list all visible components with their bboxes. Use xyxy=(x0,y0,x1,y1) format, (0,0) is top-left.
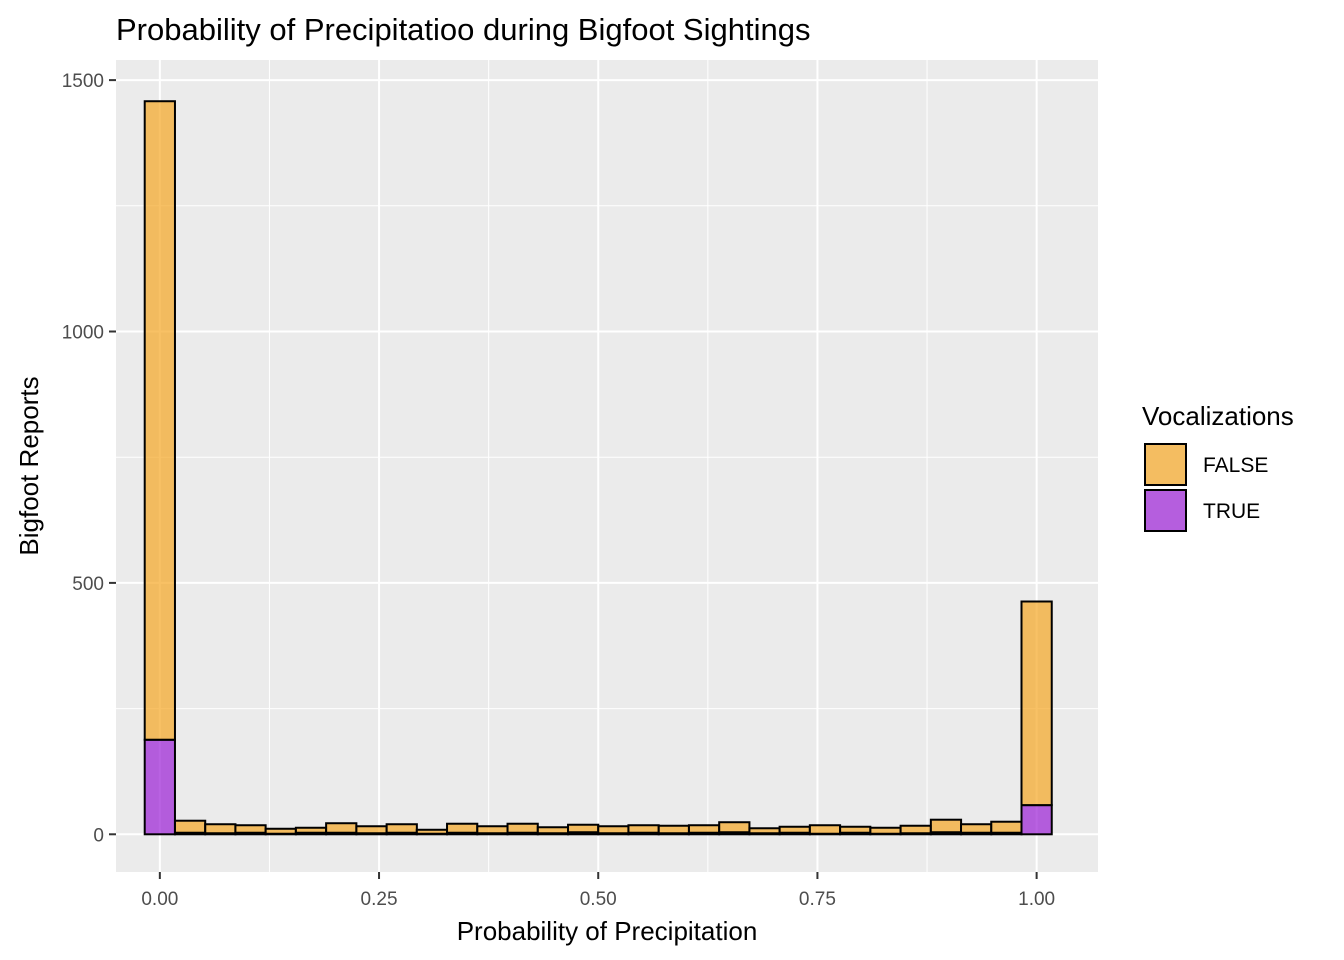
x-axis-title: Probability of Precipitation xyxy=(457,916,758,946)
y-tick-label: 1000 xyxy=(62,323,104,344)
bar-false xyxy=(899,824,932,835)
y-tick-label: 500 xyxy=(72,574,104,595)
bar-false xyxy=(446,822,479,834)
bar-false xyxy=(657,824,690,835)
bar-false xyxy=(234,824,267,834)
histogram-bars xyxy=(143,100,1053,836)
bar-false xyxy=(839,825,872,834)
minor-gridlines xyxy=(116,60,1098,872)
bar-false xyxy=(778,825,811,834)
bar-false xyxy=(718,821,751,834)
bar-true xyxy=(1020,804,1053,836)
bar-false xyxy=(627,824,660,834)
bar-false xyxy=(143,100,176,741)
bar-false xyxy=(960,823,993,834)
x-tick-label: 0.50 xyxy=(580,889,617,910)
x-tick-label: 0.25 xyxy=(361,889,398,910)
y-axis: 0 500 1000 1500 xyxy=(62,71,116,846)
bar-false xyxy=(264,827,297,835)
bar-false xyxy=(687,824,721,834)
plot-panel xyxy=(116,60,1098,872)
bar-true xyxy=(143,738,176,836)
bar-false xyxy=(990,820,1023,834)
x-tick-label: 0.75 xyxy=(799,889,836,910)
x-tick-label: 1.00 xyxy=(1018,889,1055,910)
chart-title: Probability of Precipitatioo during Bigf… xyxy=(116,12,810,47)
bar-false xyxy=(748,827,781,835)
bar-false xyxy=(536,826,570,835)
bar-false xyxy=(929,818,963,834)
bar-false xyxy=(385,823,418,834)
bar-false xyxy=(204,823,237,835)
bar-false xyxy=(506,822,539,834)
legend-key-true xyxy=(1144,489,1187,532)
y-tick-label: 0 xyxy=(93,825,104,846)
bar-false xyxy=(476,825,509,835)
legend-label-true: TRUE xyxy=(1203,500,1260,523)
bar-false xyxy=(355,825,388,835)
y-axis-title: Bigfoot Reports xyxy=(14,376,44,555)
legend-key-false xyxy=(1144,443,1187,486)
bar-false xyxy=(294,826,328,834)
y-tick-label: 1500 xyxy=(62,71,104,92)
bar-false xyxy=(1020,600,1053,807)
x-axis: 0.00 0.25 0.50 0.75 1.00 xyxy=(141,872,1055,910)
x-tick-label: 0.00 xyxy=(141,889,178,910)
legend-title: Vocalizations xyxy=(1142,401,1294,431)
bar-false xyxy=(808,824,842,835)
legend: Vocalizations FALSE TRUE xyxy=(1142,401,1294,532)
bar-false xyxy=(869,826,902,835)
bar-false xyxy=(567,823,600,834)
bar-false xyxy=(325,822,358,834)
legend-label-false: FALSE xyxy=(1203,454,1268,477)
bar-false xyxy=(415,828,449,835)
bar-false xyxy=(173,819,207,834)
bar-false xyxy=(597,825,630,835)
